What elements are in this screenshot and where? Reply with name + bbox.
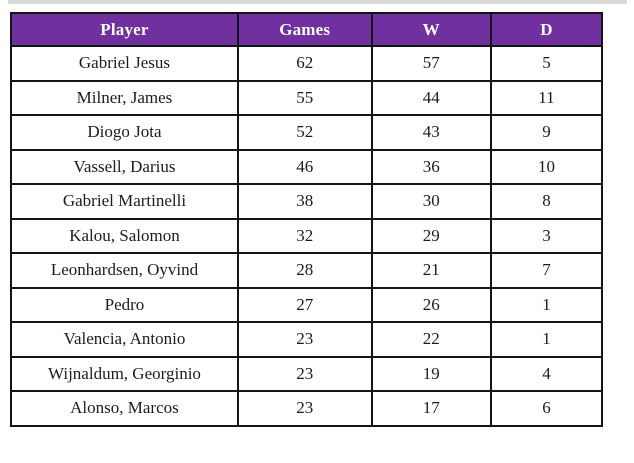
player-cell: Wijnaldum, Georginio xyxy=(10,355,239,392)
table-row: Milner, James 55 44 11 xyxy=(10,79,604,116)
player-cell: Leonhardsen, Oyvind xyxy=(10,252,239,289)
games-cell: 52 xyxy=(236,114,373,151)
table-row: Leonhardsen, Oyvind 28 21 7 xyxy=(10,252,604,289)
wins-cell: 29 xyxy=(370,217,492,254)
header-wins: W xyxy=(370,12,492,47)
wins-cell: 21 xyxy=(370,252,492,289)
draws-cell: 5 xyxy=(489,45,604,82)
wins-cell: 36 xyxy=(370,148,492,185)
draws-cell: 9 xyxy=(489,114,604,151)
wins-cell: 30 xyxy=(370,183,492,220)
games-cell: 27 xyxy=(236,286,373,323)
wins-cell: 43 xyxy=(370,114,492,151)
wins-cell: 26 xyxy=(370,286,492,323)
header-row: Player Games W D xyxy=(10,12,604,47)
header-draws: D xyxy=(489,12,604,47)
wins-cell: 57 xyxy=(370,45,492,82)
wins-cell: 22 xyxy=(370,321,492,358)
games-cell: 23 xyxy=(236,390,373,427)
table-row: Vassell, Darius 46 36 10 xyxy=(10,148,604,185)
wins-cell: 19 xyxy=(370,355,492,392)
draws-cell: 11 xyxy=(489,79,604,116)
player-cell: Milner, James xyxy=(10,79,239,116)
games-cell: 32 xyxy=(236,217,373,254)
table-row: Pedro 27 26 1 xyxy=(10,286,604,323)
table-row: Gabriel Martinelli 38 30 8 xyxy=(10,183,604,220)
draws-cell: 10 xyxy=(489,148,604,185)
table-row: Gabriel Jesus 62 57 5 xyxy=(10,45,604,82)
wins-cell: 17 xyxy=(370,390,492,427)
games-cell: 55 xyxy=(236,79,373,116)
player-cell: Pedro xyxy=(10,286,239,323)
player-cell: Gabriel Martinelli xyxy=(10,183,239,220)
player-stats-table: Player Games W D Gabriel Jesus 62 57 5 Milne… xyxy=(10,12,604,427)
table-row: Kalou, Salomon 32 29 3 xyxy=(10,217,604,254)
table-row: Wijnaldum, Georginio 23 19 4 xyxy=(10,355,604,392)
wins-cell: 44 xyxy=(370,79,492,116)
header-games: Games xyxy=(236,12,373,47)
player-cell: Kalou, Salomon xyxy=(10,217,239,254)
player-cell: Alonso, Marcos xyxy=(10,390,239,427)
games-cell: 38 xyxy=(236,183,373,220)
draws-cell: 1 xyxy=(489,321,604,358)
player-cell: Gabriel Jesus xyxy=(10,45,239,82)
draws-cell: 6 xyxy=(489,390,604,427)
draws-cell: 7 xyxy=(489,252,604,289)
player-cell: Valencia, Antonio xyxy=(10,321,239,358)
draws-cell: 1 xyxy=(489,286,604,323)
games-cell: 23 xyxy=(236,321,373,358)
table-body: Gabriel Jesus 62 57 5 Milner, James 55 44 11 Dio… xyxy=(10,45,604,427)
player-cell: Vassell, Darius xyxy=(10,148,239,185)
draws-cell: 8 xyxy=(489,183,604,220)
draws-cell: 3 xyxy=(489,217,604,254)
header-player: Player xyxy=(10,12,239,47)
games-cell: 46 xyxy=(236,148,373,185)
table-row: Alonso, Marcos 23 17 6 xyxy=(10,390,604,427)
draws-cell: 4 xyxy=(489,355,604,392)
games-cell: 62 xyxy=(236,45,373,82)
top-edge-strip xyxy=(8,0,627,4)
games-cell: 23 xyxy=(236,355,373,392)
table-row: Valencia, Antonio 23 22 1 xyxy=(10,321,604,358)
table-row: Diogo Jota 52 43 9 xyxy=(10,114,604,151)
player-cell: Diogo Jota xyxy=(10,114,239,151)
games-cell: 28 xyxy=(236,252,373,289)
